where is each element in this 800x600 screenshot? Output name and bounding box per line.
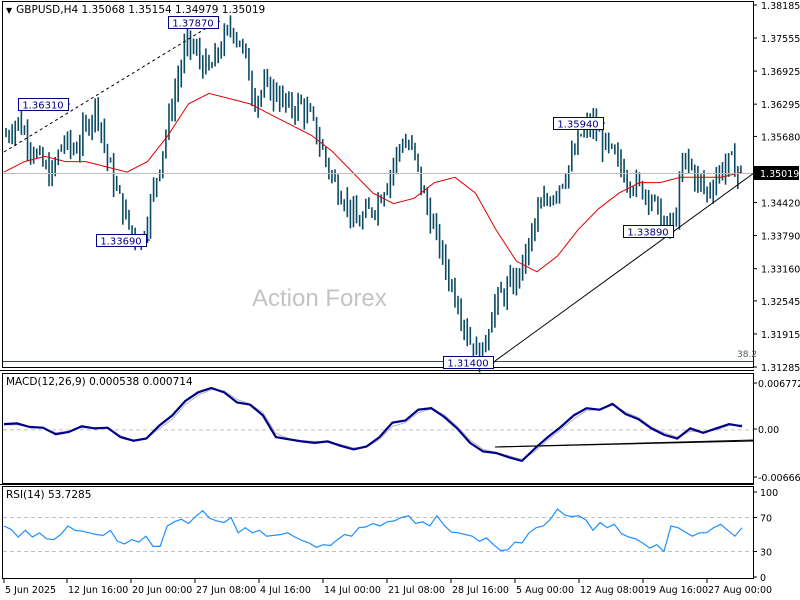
x-tick-label: 28 Jul 16:00 bbox=[452, 585, 509, 596]
svg-text:1.33690: 1.33690 bbox=[100, 237, 141, 248]
price-panel-frame bbox=[2, 1, 754, 368]
x-tick-label: 5 Jun 2025 bbox=[5, 585, 56, 596]
svg-text:0.006772: 0.006772 bbox=[758, 379, 800, 390]
svg-text:38.2: 38.2 bbox=[737, 350, 757, 360]
svg-text:30: 30 bbox=[760, 548, 772, 559]
macd-lines bbox=[3, 386, 755, 463]
axes: 1.38185 1.37555 1.36925 1.36295 1.35680 1.344… bbox=[3, 1, 800, 596]
svg-text:1.33890: 1.33890 bbox=[627, 228, 668, 239]
svg-text:1.32545: 1.32545 bbox=[761, 297, 800, 308]
svg-text:1.31915: 1.31915 bbox=[761, 330, 800, 341]
price-label-l1[interactable]: 1.33690 bbox=[96, 234, 151, 248]
symbol-ohlc-text: GBPUSD,H4 1.35068 1.35154 1.34979 1.3501… bbox=[16, 4, 266, 16]
price-bars: 38.2 1.37870 1.36310 1.33690 1.35940 1.33890 1… bbox=[3, 15, 757, 373]
svg-text:1.38185: 1.38185 bbox=[761, 1, 800, 12]
svg-text:0: 0 bbox=[760, 573, 766, 584]
svg-text:-0.006667: -0.006667 bbox=[758, 473, 800, 484]
svg-text:1.37555: 1.37555 bbox=[761, 34, 800, 45]
svg-text:70: 70 bbox=[760, 514, 772, 525]
macd-panel-frame bbox=[2, 373, 754, 484]
menu-triangle-icon[interactable]: ▼ bbox=[6, 6, 13, 15]
current-price-label: 1.35019 bbox=[760, 169, 799, 180]
x-tick-label: 5 Aug 00:00 bbox=[516, 585, 574, 596]
x-tick-label: 12 Aug 08:00 bbox=[580, 585, 644, 596]
rsi-line bbox=[3, 508, 753, 553]
svg-text:1.35940: 1.35940 bbox=[557, 120, 598, 131]
svg-text:1.31285: 1.31285 bbox=[761, 363, 800, 374]
price-label-h2[interactable]: 1.36310 bbox=[18, 98, 71, 112]
svg-text:1.31400: 1.31400 bbox=[447, 359, 488, 370]
x-tick-label: 21 Jul 08:00 bbox=[388, 585, 445, 596]
price-label-l3[interactable]: 1.31400 bbox=[443, 356, 496, 370]
svg-text:1.36295: 1.36295 bbox=[761, 100, 800, 111]
price-label-h3[interactable]: 1.35940 bbox=[553, 117, 606, 131]
price-header: ▼ GBPUSD,H4 1.35068 1.35154 1.34979 1.350… bbox=[6, 4, 265, 16]
svg-text:1.34420: 1.34420 bbox=[761, 199, 800, 210]
x-tick-label: 27 Jun 08:00 bbox=[196, 585, 256, 596]
svg-text:1.33160: 1.33160 bbox=[761, 265, 800, 276]
svg-text:1.36310: 1.36310 bbox=[22, 101, 63, 112]
svg-text:100: 100 bbox=[760, 488, 778, 499]
svg-text:1.37870: 1.37870 bbox=[172, 19, 213, 30]
x-tick-label: 14 Jul 00:00 bbox=[324, 585, 381, 596]
price-label-h1[interactable]: 1.37870 bbox=[168, 16, 221, 30]
svg-text:1.35680: 1.35680 bbox=[761, 132, 800, 143]
price-label-l2[interactable]: 1.33890 bbox=[623, 225, 676, 239]
x-tick-label: 4 Jul 16:00 bbox=[260, 585, 311, 596]
macd-header: MACD(12,26,9) 0.000538 0.000714 bbox=[6, 376, 193, 388]
x-tick-label: 20 Jun 00:00 bbox=[132, 585, 192, 596]
x-tick-label: 12 Jun 16:00 bbox=[68, 585, 128, 596]
rsi-panel-frame bbox=[2, 486, 754, 579]
watermark: Action Forex bbox=[252, 285, 387, 312]
x-tick-label: 27 Aug 00:00 bbox=[708, 585, 772, 596]
svg-text:0.00: 0.00 bbox=[758, 425, 779, 436]
svg-text:1.36925: 1.36925 bbox=[761, 67, 800, 78]
svg-text:1.33790: 1.33790 bbox=[761, 232, 800, 243]
rsi-header: RSI(14) 53.7285 bbox=[6, 489, 92, 501]
x-tick-label: 19 Aug 16:00 bbox=[644, 585, 708, 596]
